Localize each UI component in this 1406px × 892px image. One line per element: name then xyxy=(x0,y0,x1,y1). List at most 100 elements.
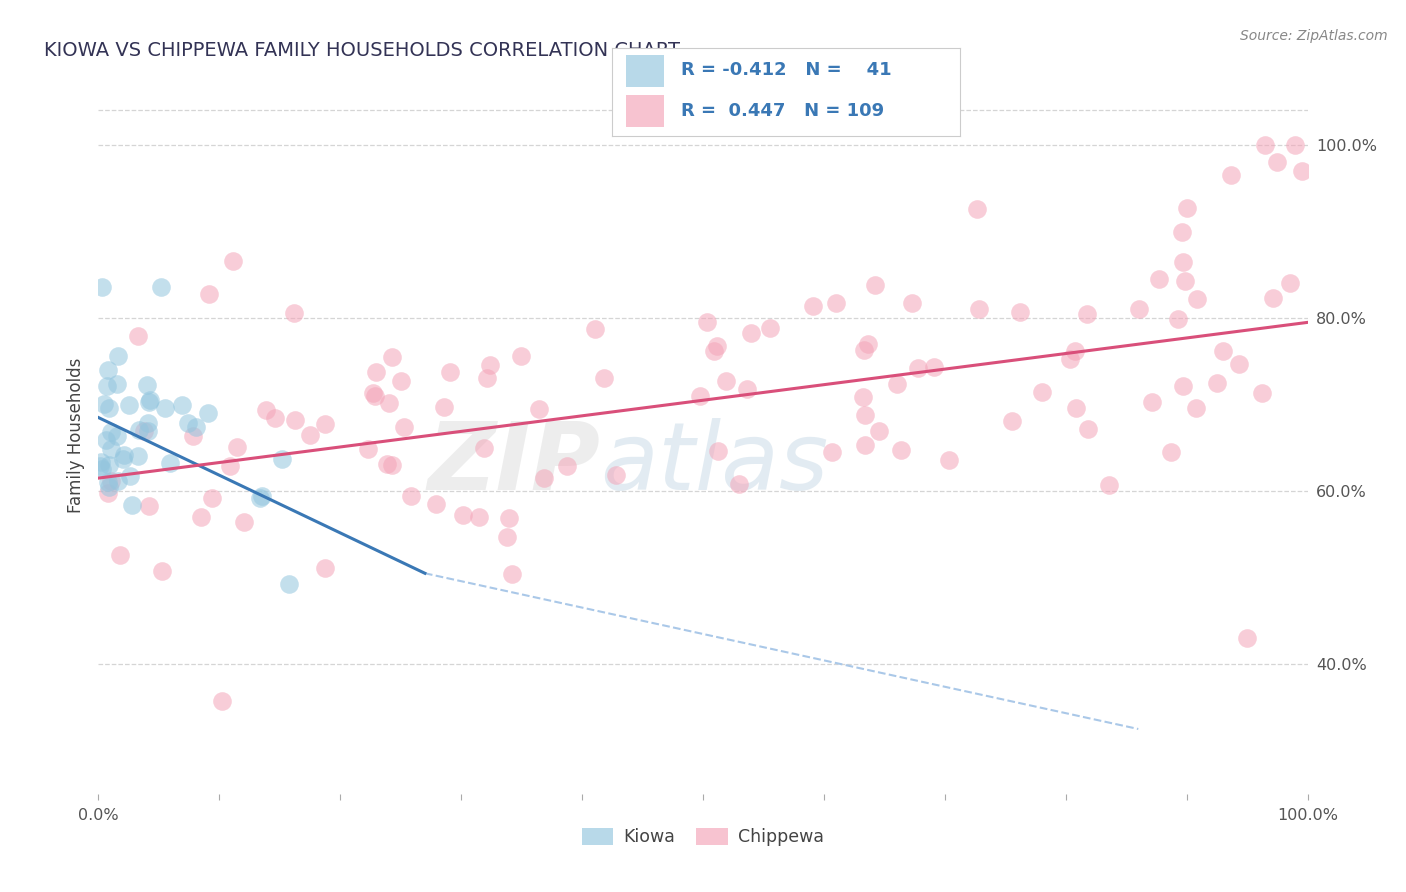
Point xyxy=(1254,138,1277,153)
Point xyxy=(284,413,307,427)
Point xyxy=(451,508,474,523)
Point xyxy=(1076,307,1098,321)
Point xyxy=(1263,292,1285,306)
Point xyxy=(389,374,412,388)
Point xyxy=(533,470,555,484)
Point xyxy=(1001,414,1024,428)
Point xyxy=(592,371,614,385)
Point xyxy=(1175,201,1198,215)
Point xyxy=(201,491,224,506)
Point xyxy=(150,280,173,294)
Point xyxy=(263,410,285,425)
Point xyxy=(1227,357,1250,371)
Point xyxy=(211,693,233,707)
Point xyxy=(886,376,908,391)
Point xyxy=(221,253,243,268)
Point xyxy=(197,406,219,420)
Point xyxy=(938,453,960,467)
Point xyxy=(1173,255,1195,269)
Point xyxy=(740,326,762,341)
Y-axis label: Family Households: Family Households xyxy=(66,357,84,513)
Point xyxy=(225,440,247,454)
Point xyxy=(1171,225,1194,239)
Point xyxy=(1267,155,1289,169)
Point xyxy=(555,458,578,473)
Point xyxy=(96,378,118,392)
Point xyxy=(112,452,135,467)
Point xyxy=(107,349,129,363)
Point xyxy=(716,375,738,389)
Point xyxy=(127,449,149,463)
Point xyxy=(100,425,122,439)
Point xyxy=(706,339,728,353)
Point xyxy=(381,458,404,472)
Point xyxy=(735,382,758,396)
Point xyxy=(219,458,242,473)
Point xyxy=(890,443,912,458)
Point xyxy=(283,306,305,320)
Point xyxy=(97,486,120,500)
Text: KIOWA VS CHIPPEWA FAMILY HOUSEHOLDS CORRELATION CHART: KIOWA VS CHIPPEWA FAMILY HOUSEHOLDS CORR… xyxy=(44,41,681,61)
Point xyxy=(479,358,502,372)
Point xyxy=(1064,401,1087,415)
Point xyxy=(127,329,149,343)
Point xyxy=(1064,344,1087,359)
Point xyxy=(100,442,122,457)
Point xyxy=(1279,276,1302,290)
Point xyxy=(399,489,422,503)
Point xyxy=(1185,401,1208,416)
Text: R = -0.412   N =    41: R = -0.412 N = 41 xyxy=(682,61,891,79)
Point xyxy=(853,408,876,422)
Point xyxy=(803,299,825,313)
Point xyxy=(605,467,627,482)
Point xyxy=(1205,376,1227,390)
Point xyxy=(100,474,122,488)
Point xyxy=(364,389,387,403)
Point xyxy=(1174,274,1197,288)
Point xyxy=(136,416,159,430)
Point xyxy=(583,322,606,336)
Text: ZIP: ZIP xyxy=(427,417,600,509)
Point xyxy=(696,315,718,329)
Point xyxy=(94,433,117,447)
Point xyxy=(89,459,111,474)
Point xyxy=(900,296,922,310)
Point xyxy=(93,397,115,411)
Legend: Kiowa, Chippewa: Kiowa, Chippewa xyxy=(575,822,831,854)
Point xyxy=(510,349,533,363)
Point xyxy=(249,491,271,506)
Point xyxy=(1098,478,1121,492)
Point xyxy=(863,277,886,292)
Point xyxy=(475,370,498,384)
Point xyxy=(177,416,200,430)
Point xyxy=(378,396,401,410)
Point xyxy=(159,456,181,470)
Point xyxy=(139,392,162,407)
Point xyxy=(197,286,219,301)
Point xyxy=(1173,379,1195,393)
Point xyxy=(361,385,384,400)
Point xyxy=(91,461,114,475)
Point xyxy=(105,429,128,443)
Point xyxy=(1236,631,1258,645)
Point xyxy=(112,448,135,462)
Bar xyxy=(626,95,664,127)
Point xyxy=(728,476,751,491)
Point xyxy=(1031,385,1053,400)
Point xyxy=(314,417,336,431)
Point xyxy=(138,395,160,409)
Point xyxy=(852,390,875,404)
Point xyxy=(703,343,725,358)
Point xyxy=(136,377,159,392)
Point xyxy=(922,360,945,375)
Point xyxy=(190,509,212,524)
Point xyxy=(1142,395,1164,409)
Point xyxy=(679,112,702,126)
Point xyxy=(181,428,204,442)
Point xyxy=(108,548,131,562)
Point xyxy=(172,398,194,412)
Point xyxy=(966,202,988,216)
Point xyxy=(759,321,782,335)
Point xyxy=(1008,304,1031,318)
Point xyxy=(98,480,121,494)
